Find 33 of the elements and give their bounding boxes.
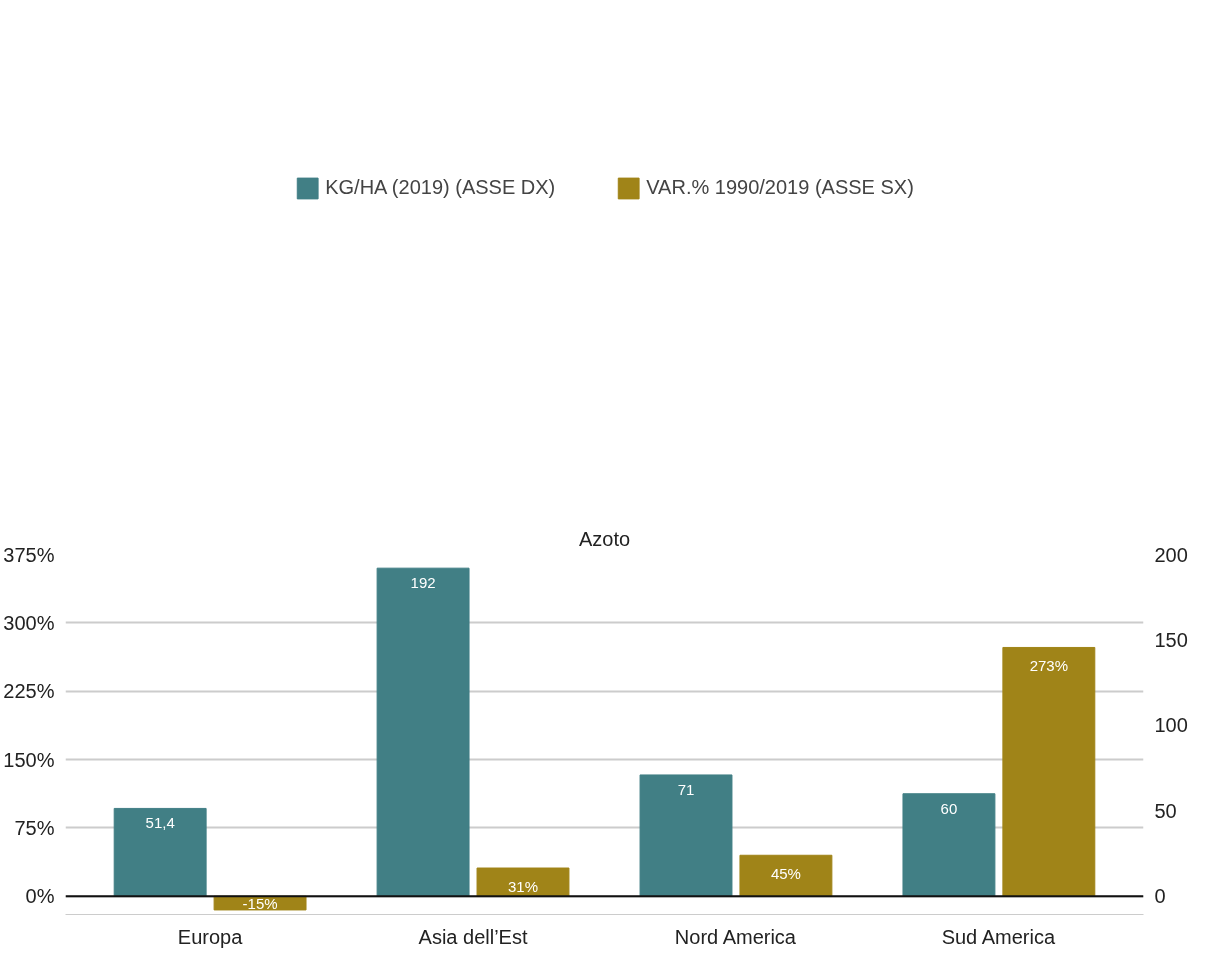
y-tick-label: 75% <box>14 816 55 839</box>
data-label: 51,4 <box>145 814 175 832</box>
legend-label: VAR.% 1990/2019 (ASSE SX) <box>646 176 914 200</box>
y-tick-label: 150% <box>3 748 55 771</box>
data-label: 71 <box>677 780 695 798</box>
bar <box>113 807 207 897</box>
data-label: 60 <box>940 799 958 817</box>
data-label: 45% <box>770 865 801 883</box>
x-tick-label: Asia dell’Est <box>418 925 528 948</box>
bar <box>639 774 733 897</box>
y2-tick-label: 100 <box>1154 714 1188 737</box>
y-tick-label: 375% <box>3 543 55 566</box>
data-label: 192 <box>410 574 436 592</box>
y-tick-label: 0% <box>25 885 55 908</box>
data-label: 273% <box>1029 657 1069 675</box>
bar <box>1002 646 1096 897</box>
y2-tick-label: 0 <box>1154 885 1166 908</box>
bar <box>739 854 833 897</box>
y2-tick-label: 150 <box>1154 628 1188 651</box>
bar <box>902 793 996 897</box>
data-label: -15% <box>242 894 278 912</box>
y-tick-label: 300% <box>3 611 55 634</box>
bar <box>376 567 470 897</box>
bar <box>476 867 570 897</box>
y2-tick-label: 50 <box>1154 799 1177 822</box>
x-tick-label: Europa <box>177 925 244 948</box>
y2-tick-label: 200 <box>1154 543 1188 566</box>
data-label: 31% <box>507 878 539 896</box>
chart-title: Azoto <box>578 527 631 550</box>
y-tick-label: 225% <box>3 680 55 703</box>
legend-label: KG/HA (2019) (ASSE DX) <box>325 176 556 200</box>
x-tick-label: Nord America <box>674 925 797 948</box>
x-tick-label: Sud America <box>941 925 1056 948</box>
